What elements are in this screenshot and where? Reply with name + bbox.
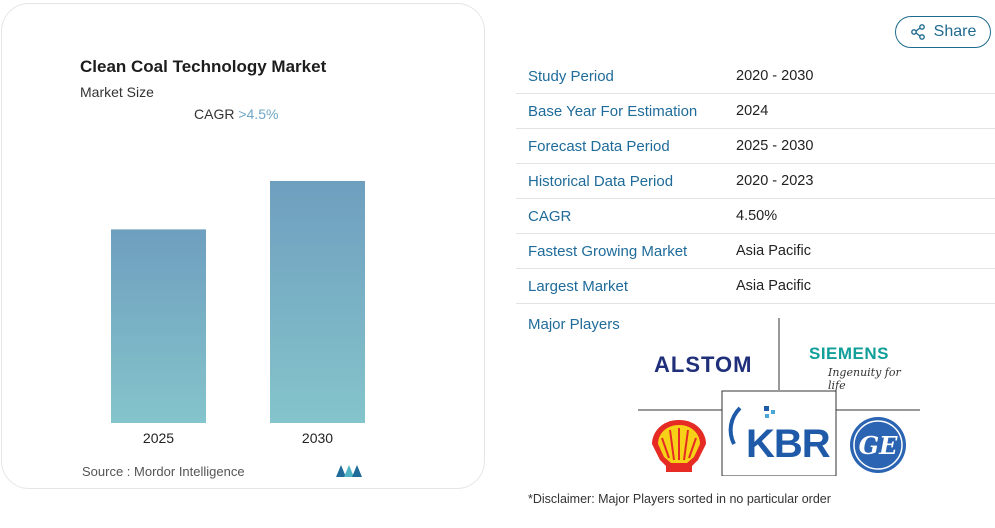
table-row: Fastest Growing Market Asia Pacific [516, 234, 995, 269]
row-value: 2024 [736, 103, 769, 119]
major-players-logos: ALSTOM SIEMENS Ingenuity for life KBR GE [638, 318, 920, 476]
shell-logo [652, 420, 706, 472]
table-row: Study Period 2020 - 2030 [516, 59, 995, 94]
disclaimer: *Disclaimer: Major Players sorted in no … [528, 492, 831, 506]
row-key: Base Year For Estimation [528, 102, 698, 120]
row-key: Fastest Growing Market [528, 242, 688, 260]
major-players-label: Major Players [528, 316, 620, 333]
siemens-logo: SIEMENS [809, 344, 890, 363]
chart-subtitle: Market Size [80, 84, 154, 100]
row-value: 2025 - 2030 [736, 138, 814, 154]
row-key: Forecast Data Period [528, 137, 670, 155]
cagr-label: CAGR >4.5% [194, 106, 278, 122]
kbr-icon [728, 406, 775, 445]
bar-chart: 2025 2030 [111, 181, 365, 446]
cagr-value: >4.5% [238, 106, 279, 122]
kbr-logo: KBR [746, 422, 831, 466]
row-value: 2020 - 2023 [736, 173, 814, 189]
row-value: 4.50% [736, 208, 778, 224]
cagr-prefix: CAGR [194, 106, 235, 122]
chart-source: Source : Mordor Intelligence [82, 464, 245, 479]
row-key: Study Period [528, 67, 614, 85]
table-row: Base Year For Estimation 2024 [516, 94, 995, 129]
row-key: Largest Market [528, 277, 629, 295]
logo-grid-lines [638, 318, 920, 476]
table-row: Largest Market Asia Pacific [516, 269, 995, 304]
x-tick-label: 2030 [302, 430, 333, 446]
svg-text:GE: GE [859, 431, 898, 460]
row-value: Asia Pacific [736, 278, 811, 294]
share-label: Share [933, 23, 977, 40]
row-value: Asia Pacific [736, 243, 811, 259]
row-key: Historical Data Period [528, 172, 674, 190]
market-size-card [1, 3, 485, 489]
table-row: CAGR 4.50% [516, 199, 995, 234]
share-icon [910, 24, 925, 40]
ge-logo: GE [850, 417, 906, 473]
row-key: CAGR [528, 207, 572, 225]
share-button[interactable]: Share [895, 16, 991, 48]
x-tick-label: 2025 [143, 430, 174, 446]
bar-2030 [270, 181, 365, 423]
chart-title: Clean Coal Technology Market [80, 57, 327, 76]
bar-2025 [111, 229, 206, 423]
mordor-intelligence-logo [336, 465, 362, 477]
alstom-logo: ALSTOM [654, 352, 753, 377]
market-info-table: Study Period 2020 - 2030 Base Year For E… [516, 59, 995, 304]
siemens-tagline: Ingenuity for life [828, 366, 901, 392]
row-value: 2020 - 2030 [736, 68, 814, 84]
table-row: Historical Data Period 2020 - 2023 [516, 164, 995, 199]
table-row: Forecast Data Period 2025 - 2030 [516, 129, 995, 164]
